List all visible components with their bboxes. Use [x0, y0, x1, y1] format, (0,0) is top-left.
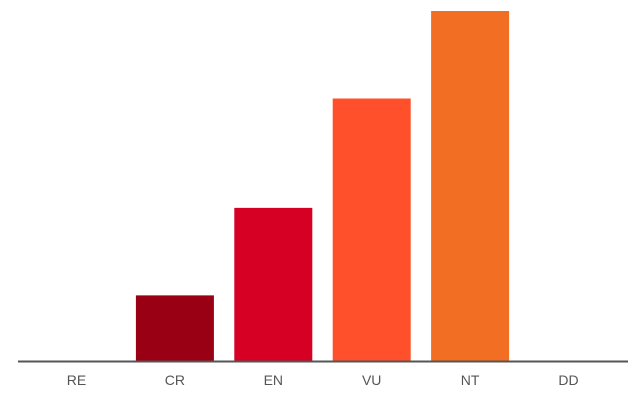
x-tick-label-cr: CR	[165, 372, 185, 388]
x-tick-label-vu: VU	[362, 372, 381, 388]
x-tick-label-dd: DD	[558, 372, 578, 388]
bar-vu	[332, 98, 411, 361]
x-tick-label-nt: NT	[461, 372, 480, 388]
bar-en	[234, 207, 313, 361]
bar-nt	[431, 11, 510, 361]
x-tick-label-re: RE	[67, 372, 86, 388]
bar-cr	[135, 295, 214, 361]
x-tick-label-en: EN	[264, 372, 283, 388]
